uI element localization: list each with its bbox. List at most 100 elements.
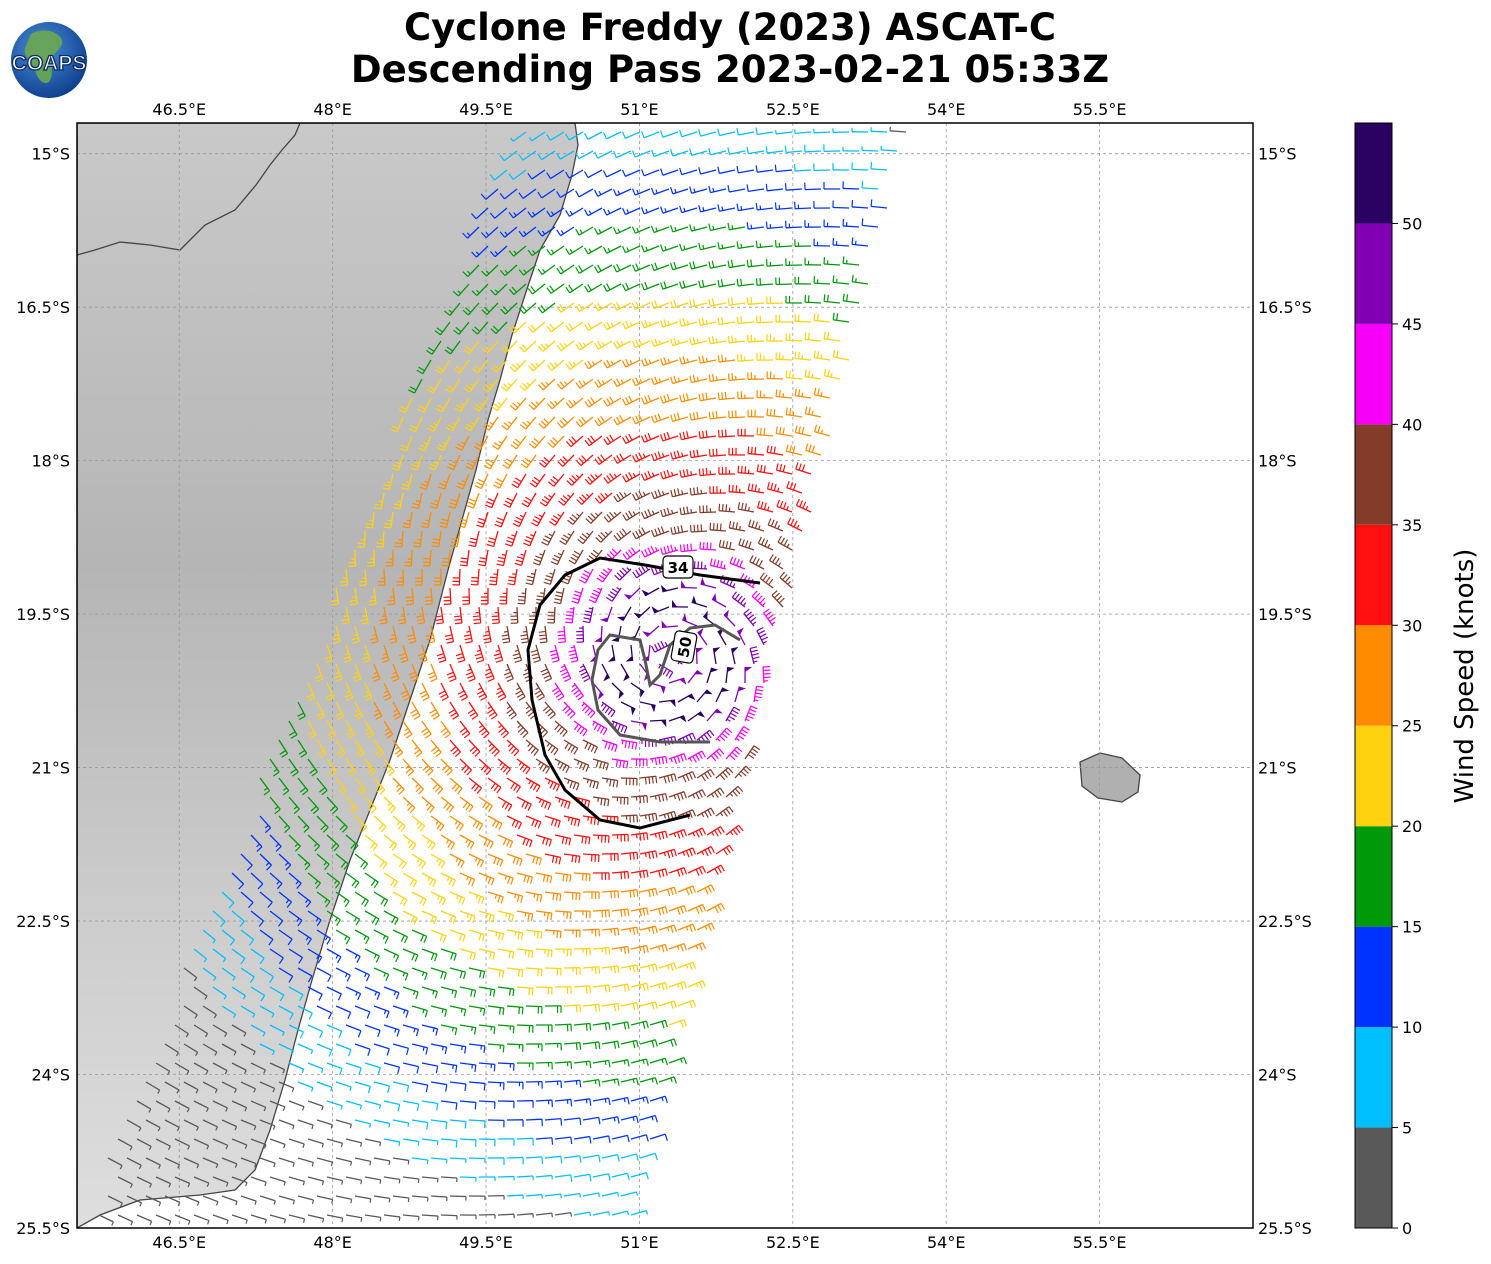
barb-full [239, 920, 245, 927]
barb-full [405, 733, 413, 739]
barb-staff [413, 378, 423, 394]
barb-staff [620, 889, 637, 893]
barb-staff [696, 922, 712, 931]
barb-staff [563, 815, 580, 821]
wind-barb [765, 146, 784, 154]
barb-full [514, 519, 522, 524]
barb-half [682, 851, 686, 856]
barb-full [775, 463, 779, 471]
wind-barb [651, 376, 670, 386]
barb-full [529, 782, 535, 789]
barb-half [406, 519, 411, 522]
barb-half [591, 361, 595, 366]
barb-staff [681, 511, 698, 516]
barb-full [572, 553, 579, 559]
barb-staff [833, 319, 850, 323]
barb-full [716, 560, 720, 568]
barb-staff [626, 549, 641, 560]
wind-barb [813, 238, 831, 247]
barb-half [738, 773, 743, 778]
barb-full [590, 435, 596, 442]
barb-staff [491, 492, 499, 508]
barb-full [478, 560, 486, 563]
barb-full [383, 526, 392, 529]
barb-full [531, 440, 538, 447]
barb-full [535, 857, 539, 865]
barb-full [640, 321, 645, 329]
barb-full [496, 787, 502, 794]
barb-half [461, 480, 466, 483]
barb-full [623, 909, 626, 917]
barb-staff [345, 948, 361, 958]
barb-staff [681, 283, 698, 290]
barb-full [441, 696, 449, 701]
barb-full [440, 971, 444, 979]
wind-barb [556, 378, 575, 390]
wind-barb [487, 815, 503, 831]
wind-barb [795, 498, 812, 513]
barb-pennant [712, 593, 717, 602]
barb-full [553, 554, 561, 559]
wind-barb [348, 549, 357, 567]
barb-staff [231, 872, 245, 885]
barb-staff [611, 587, 622, 602]
wind-barb [695, 647, 704, 665]
barb-staff [662, 131, 679, 138]
barb-full [400, 444, 408, 449]
barb-full [457, 524, 465, 529]
barb-half [495, 649, 500, 652]
barb-full [702, 904, 707, 912]
barb-full [316, 678, 324, 683]
wind-barb [736, 165, 755, 174]
barb-full [535, 555, 543, 560]
wind-barb [681, 613, 698, 627]
barb-full [717, 866, 722, 874]
barb-full [561, 671, 569, 676]
barb-full [478, 563, 486, 567]
barb-full [755, 689, 764, 692]
barb-full [745, 765, 752, 772]
barb-staff [288, 834, 301, 847]
barb-staff [749, 648, 755, 665]
barb-full [594, 189, 599, 197]
wind-barb [766, 334, 784, 342]
barb-full [361, 826, 368, 833]
barb-staff [700, 283, 717, 289]
wind-barb [566, 473, 584, 486]
wind-barb [755, 277, 774, 286]
barb-full [693, 487, 696, 495]
barb-full [623, 946, 627, 955]
wind-barb [503, 492, 518, 508]
barb-full [351, 808, 358, 814]
barb-full [351, 637, 359, 641]
barb-full [823, 368, 827, 376]
barb-half [554, 362, 558, 367]
barb-staff [560, 188, 575, 198]
barb-half [367, 765, 372, 769]
barb-staff [440, 948, 457, 955]
barb-staff [767, 188, 784, 192]
barb-staff [447, 549, 451, 566]
barb-full [755, 278, 758, 286]
barb-staff [345, 758, 357, 773]
barb-half [295, 880, 300, 885]
barb-full [459, 693, 467, 698]
barb-staff [354, 587, 358, 604]
barb-full [400, 405, 408, 410]
wind-barb [405, 587, 415, 606]
wind-barb [212, 910, 226, 928]
barb-half [644, 852, 647, 857]
wind-barb [518, 264, 537, 276]
barb-staff [449, 891, 465, 899]
barb-half [601, 380, 605, 385]
barb-staff [649, 793, 666, 798]
barb-pennant [597, 691, 604, 700]
barb-full [394, 542, 402, 545]
wind-barb [259, 929, 274, 946]
barb-full [723, 848, 728, 856]
barb-full [673, 526, 677, 534]
barb-pennant [738, 686, 747, 692]
wind-barb [421, 948, 438, 962]
wind-barb [504, 530, 518, 547]
wind-barb [690, 524, 708, 533]
